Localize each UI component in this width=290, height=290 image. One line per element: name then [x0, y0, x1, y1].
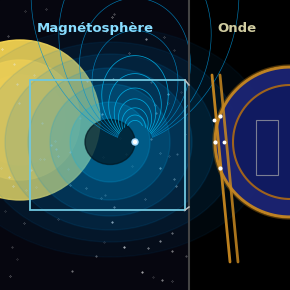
- Ellipse shape: [50, 84, 170, 200]
- Ellipse shape: [85, 119, 135, 164]
- Ellipse shape: [70, 102, 150, 182]
- Circle shape: [0, 75, 65, 165]
- Circle shape: [0, 60, 80, 180]
- Bar: [256, 120, 278, 175]
- Text: Onde: Onde: [217, 22, 256, 35]
- Circle shape: [0, 40, 100, 200]
- Circle shape: [133, 140, 137, 144]
- Bar: [30, 80, 185, 210]
- Bar: [189, 0, 290, 290]
- Bar: [0, 0, 189, 290]
- Circle shape: [233, 85, 290, 199]
- Ellipse shape: [28, 68, 192, 216]
- Circle shape: [215, 67, 290, 217]
- Text: Magnétosphère: Magnétosphère: [37, 22, 153, 35]
- Ellipse shape: [0, 27, 270, 257]
- Circle shape: [0, 90, 50, 150]
- Ellipse shape: [5, 54, 215, 230]
- Circle shape: [2, 102, 38, 138]
- Ellipse shape: [0, 42, 240, 242]
- Circle shape: [132, 139, 138, 145]
